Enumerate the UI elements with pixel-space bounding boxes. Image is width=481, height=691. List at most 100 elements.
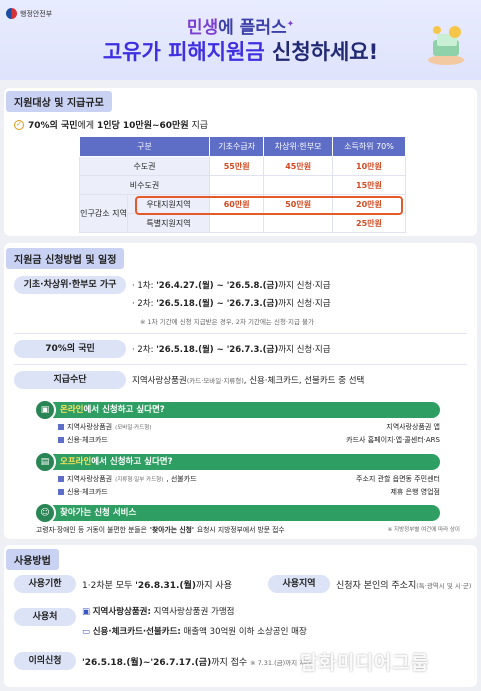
means-rest: , 신용·체크카드, 선불카드 중 선택 — [243, 376, 365, 386]
offline-title-rest: 에서 신청하고 싶다면? — [91, 457, 173, 467]
offline-l1-small: (지류형·일부 카드형) — [115, 477, 164, 483]
visit-note: ※ 지방정부별 여건에 따라 상이 — [387, 527, 460, 533]
group70-line: · 2차: '26.5.18.(월) ~ '26.7.3.(금)까지 신청·지급 — [132, 343, 331, 355]
place-label: 사용처 — [14, 608, 76, 626]
lead-suffix: 지급 — [188, 121, 209, 131]
headline-main: 고유가 피해지원금 신청하세요! — [0, 36, 481, 66]
means-line: 지역사랑상품권(카드·모바일·지류형), 신용·체크카드, 선불카드 중 선택 — [132, 374, 364, 386]
appeal-post: 까지 접수 — [211, 658, 248, 668]
offline-r2: 제휴 은행 영업점 — [390, 488, 440, 496]
round2-suffix: 까지 신청·지급 — [278, 299, 331, 309]
visit-text-bold: '찾아가는 신청' — [149, 526, 194, 534]
offline-item-1: 지역사랑상품권 (지류형·일부 카드형), 선불카드 — [58, 474, 197, 484]
place2-rest: 매출액 30억원 이하 소상공인 매장 — [180, 627, 307, 637]
cell-value: 55만원 — [208, 156, 265, 176]
row-group-label: 인구감소 지역 — [79, 194, 128, 233]
appeal-dates: '26.5.18.(월)~'26.7.17.(금) — [82, 658, 212, 668]
cell-value: 15만원 — [331, 175, 407, 195]
online-r1: 지역사랑상품권 앱 — [386, 423, 440, 431]
means-voucher: 지역사랑상품권 — [132, 376, 187, 386]
deadline-post: 까지 사용 — [196, 581, 232, 591]
online-block: 온라인에서 신청하고 싶다면? ▣ 지역사랑상품권 (모바일·카드형) 지역사랑상… — [34, 399, 460, 446]
usage-panel — [4, 545, 477, 687]
visit-title-bar: 찾아가는 신청 서비스 — [40, 505, 440, 521]
bullet-icon — [58, 489, 64, 495]
offline-l2: 신용·체크카드 — [67, 488, 108, 496]
appeal-label: 이의신청 — [14, 652, 76, 670]
headline-top-rest: 에 플러스 — [218, 18, 287, 38]
online-l2: 신용·체크카드 — [67, 436, 108, 444]
headline-top: 민생에 플러스✦ — [0, 13, 481, 38]
row-label: 비수도권 — [79, 175, 210, 195]
cell-value: 10만원 — [331, 156, 407, 176]
round1-prefix: · 1차: — [132, 281, 157, 291]
group-70-label: 70%의 국민 — [14, 340, 126, 358]
row-label: 우대지원지역 — [127, 194, 210, 214]
bullet-icon — [58, 476, 64, 482]
means-label: 지급수단 — [14, 371, 126, 389]
g70-prefix: · 2차: — [132, 345, 157, 355]
bullet-icon — [58, 437, 64, 443]
lead-target: 70%의 국민 — [28, 121, 78, 131]
table-row: 수도권 55만원 45만원 10만원 — [79, 156, 407, 176]
visit-text: 고령자·장애인 등 거동이 불편한 분들은 '찾아가는 신청' 요청시 지방정부… — [36, 524, 285, 534]
headline-main-highlight: 고유가 피해지원금 — [102, 40, 265, 64]
place1-bold: 지역사랑상품권: — [92, 607, 151, 617]
g70-dates: '26.5.18.(월) ~ '26.7.3.(금) — [156, 345, 279, 355]
offline-r1: 주소지 관할 읍면동 주민센터 — [356, 475, 440, 483]
table-row: 특별지원지역 25만원 — [80, 213, 407, 233]
money-hand-illustration-icon — [428, 26, 464, 65]
cell-value — [263, 175, 333, 195]
schedule-section-title: 지원금 신청방법 및 일정 — [6, 248, 125, 269]
amount-table: 구분 기초수급자 차상위·한부모 소득하위 70% 수도권 55만원 45만원 … — [79, 136, 407, 233]
deadline-pre: 1·2차분 모두 — [82, 581, 136, 591]
online-title-hl: 온라인 — [60, 405, 84, 415]
eligibility-lead: ✓ 70%의 국민에게 1인당 10만원~60만원 지급 — [14, 118, 208, 131]
lead-connector: 에게 — [77, 121, 97, 131]
table-row: 비수도권 15만원 — [79, 175, 407, 195]
offline-l1-tail: , 선불카드 — [166, 475, 197, 483]
round1-line: · 1차: '26.4.27.(월) ~ '26.5.8.(금)까지 신청·지급 — [132, 279, 331, 291]
appeal-text: '26.5.18.(월)~'26.7.17.(금)까지 접수 ※ 7.31.(금… — [82, 655, 311, 668]
round2-line: · 2차: '26.5.18.(월) ~ '26.7.3.(금)까지 신청·지급 — [132, 297, 331, 309]
area-label: 사용지역 — [268, 575, 330, 593]
area-text: 신청자 본인의 주소지(특·광역시 및 시·군) — [336, 578, 471, 591]
cell-value: 25만원 — [331, 213, 407, 233]
ministry-logo: 행정안전부 — [6, 8, 52, 19]
visit-text-pre: 고령자·장애인 등 거동이 불편한 분들은 — [36, 526, 147, 534]
cell-value — [263, 213, 333, 233]
group-basic-label: 기초·차상위·한부모 가구 — [14, 276, 126, 294]
offline-item-2: 신용·체크카드 — [58, 487, 108, 497]
building-icon: ▤ — [34, 451, 56, 473]
online-title-rest: 에서 신청하고 싶다면? — [83, 405, 165, 415]
cell-value: 45만원 — [263, 156, 333, 176]
bullet-icon — [58, 424, 64, 430]
appeal-small: ※ 7.31.(금)까지 처리 — [250, 659, 312, 667]
ministry-name: 행정안전부 — [20, 9, 53, 18]
row-label: 수도권 — [79, 156, 210, 176]
place2-bold: 신용·체크카드·선불카드: — [92, 627, 181, 637]
voucher-icon: ▣ — [82, 607, 91, 617]
offline-title-bar: 오프라인에서 신청하고 싶다면? — [40, 454, 440, 470]
cell-value — [208, 213, 265, 233]
eligibility-section-title: 지원대상 및 지급규모 — [6, 91, 112, 112]
round1-dates: '26.4.27.(월) ~ '26.5.8.(금) — [156, 281, 279, 291]
usage-section-title: 사용방법 — [6, 549, 59, 570]
g70-suffix: 까지 신청·지급 — [278, 345, 331, 355]
deadline-text: 1·2차분 모두 '26.8.31.(월)까지 사용 — [82, 578, 232, 591]
table-row: 인구감소 지역 우대지원지역 60만원 50만원 20만원 — [79, 194, 407, 233]
area-small: (특·광역시 및 시·군) — [416, 582, 472, 590]
row-label: 특별지원지역 — [127, 213, 210, 233]
means-voucher-types: (카드·모바일·지류형) — [186, 377, 244, 385]
offline-block: 오프라인에서 신청하고 싶다면? ▤ 지역사랑상품권 (지류형·일부 카드형), … — [34, 451, 460, 498]
deadline-label: 사용기한 — [14, 575, 76, 593]
deadline-date: '26.8.31.(월) — [135, 581, 196, 591]
th-category: 구분 — [79, 136, 210, 157]
highlight-outline — [135, 196, 403, 215]
offline-title-hl: 오프라인 — [60, 457, 92, 467]
visit-text-post: 요청시 지방정부에서 방문 접수 — [196, 526, 285, 534]
headline-top-highlight: 민생 — [186, 18, 219, 38]
online-r2: 카드사 홈페이지·앱·콜센터·ARS — [346, 436, 440, 444]
sparkle-icon: ✦ — [286, 19, 295, 30]
offline-l1: 지역사랑상품권 — [67, 475, 113, 483]
